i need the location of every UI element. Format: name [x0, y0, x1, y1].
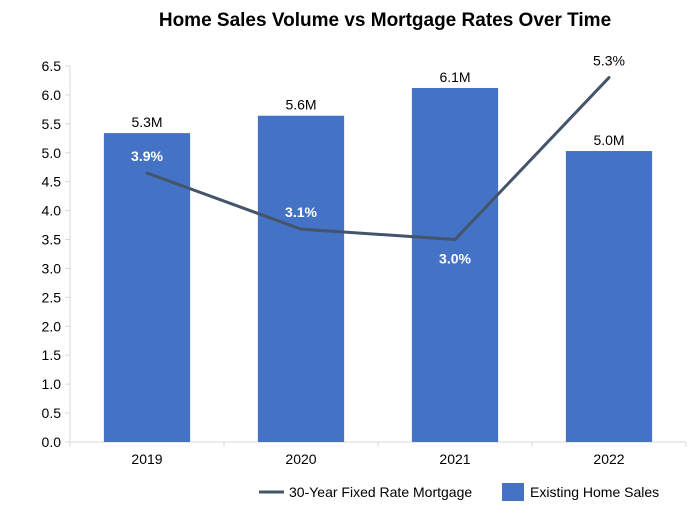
bar [257, 115, 345, 443]
y-tick-label: 4.5 [42, 174, 62, 190]
y-tick-label: 3.5 [42, 232, 62, 248]
bar-data-labels: 5.3M 5.6M 6.1M 5.0M [131, 69, 624, 148]
y-tick-label: 1.0 [42, 376, 62, 392]
y-tick-label: 5.0 [42, 145, 62, 161]
bar-data-label: 5.6M [285, 97, 316, 113]
line-data-labels: 3.9% 3.1% 3.0% 5.3% [131, 53, 625, 267]
y-tick-label: 2.5 [42, 289, 62, 305]
bar [565, 151, 653, 442]
line-data-label: 3.0% [439, 251, 471, 267]
line-path [145, 76, 611, 242]
y-tick-label: 3.0 [42, 260, 62, 276]
legend: 30-Year Fixed Rate Mortgage Existing Home… [259, 483, 659, 501]
y-tick-label: 6.5 [42, 58, 62, 74]
bar [103, 133, 191, 442]
line-series [145, 76, 611, 242]
x-tick-label: 2022 [593, 451, 624, 467]
legend-label: 30-Year Fixed Rate Mortgage [289, 484, 472, 500]
bar-data-label: 6.1M [439, 69, 470, 85]
bar-data-label: 5.3M [131, 114, 162, 130]
y-tick-label: 0.0 [42, 434, 62, 450]
y-tick-label: 5.5 [42, 116, 62, 132]
y-tick-label: 0.5 [42, 405, 62, 421]
bar-data-label: 5.0M [593, 132, 624, 148]
y-tick-label: 2.0 [42, 318, 62, 334]
x-axis: 2019 2020 2021 2022 [69, 441, 687, 467]
x-tick-label: 2021 [439, 451, 470, 467]
line-data-label: 3.1% [285, 204, 317, 220]
line-data-label: 5.3% [593, 53, 625, 69]
y-tick-label: 4.0 [42, 203, 62, 219]
line-data-label: 3.9% [131, 148, 163, 164]
x-tick-label: 2020 [285, 451, 316, 467]
bar [411, 87, 499, 442]
y-tick-label: 1.5 [42, 347, 62, 363]
chart-title: Home Sales Volume vs Mortgage Rates Over… [159, 10, 611, 31]
bar-series [103, 87, 653, 443]
x-tick-label: 2019 [131, 451, 162, 467]
legend-swatch-bar [502, 483, 524, 501]
y-axis: 0.0 0.5 1.0 1.5 2.0 2.5 3.0 3.5 4.0 4.5 5.0 5.5 6.0 6… [42, 58, 71, 450]
y-tick-label: 6.0 [42, 87, 62, 103]
legend-label: Existing Home Sales [530, 484, 659, 500]
